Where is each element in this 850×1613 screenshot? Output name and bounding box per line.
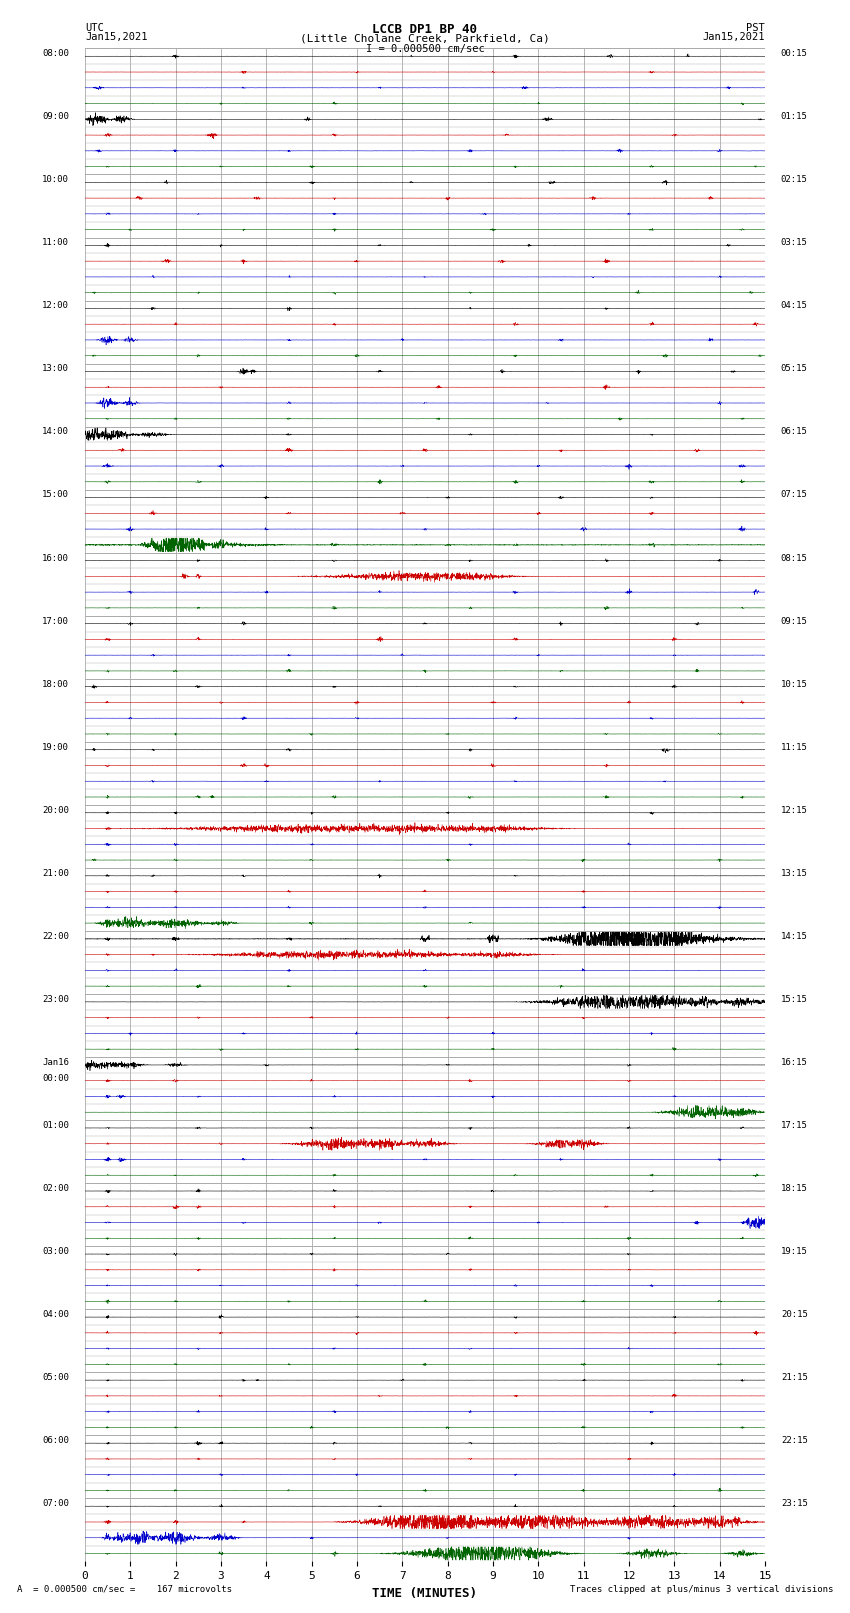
Text: 06:15: 06:15 (781, 427, 807, 437)
Text: 22:00: 22:00 (42, 932, 69, 940)
Text: PST: PST (746, 24, 765, 34)
Text: 05:15: 05:15 (781, 365, 807, 373)
Text: UTC: UTC (85, 24, 104, 34)
Text: 17:15: 17:15 (781, 1121, 807, 1129)
Text: 12:15: 12:15 (781, 805, 807, 815)
Text: Jan15,2021: Jan15,2021 (85, 32, 148, 42)
Text: 03:15: 03:15 (781, 239, 807, 247)
Text: 15:15: 15:15 (781, 995, 807, 1003)
Text: Traces clipped at plus/minus 3 vertical divisions: Traces clipped at plus/minus 3 vertical … (570, 1584, 833, 1594)
Text: 04:00: 04:00 (42, 1310, 69, 1319)
Text: 09:15: 09:15 (781, 616, 807, 626)
Text: 23:00: 23:00 (42, 995, 69, 1003)
Text: 21:15: 21:15 (781, 1373, 807, 1382)
Text: 18:15: 18:15 (781, 1184, 807, 1194)
Text: 07:15: 07:15 (781, 490, 807, 500)
Text: LCCB DP1 BP 40: LCCB DP1 BP 40 (372, 24, 478, 37)
Text: A  = 0.000500 cm/sec =    167 microvolts: A = 0.000500 cm/sec = 167 microvolts (17, 1584, 232, 1594)
Text: Jan16: Jan16 (42, 1058, 69, 1066)
Text: 22:15: 22:15 (781, 1436, 807, 1445)
Text: 23:15: 23:15 (781, 1498, 807, 1508)
Text: (Little Cholane Creek, Parkfield, Ca): (Little Cholane Creek, Parkfield, Ca) (300, 34, 550, 44)
Text: 10:15: 10:15 (781, 679, 807, 689)
Text: 17:00: 17:00 (42, 616, 69, 626)
Text: 02:00: 02:00 (42, 1184, 69, 1194)
Text: 01:00: 01:00 (42, 1121, 69, 1129)
Text: 20:15: 20:15 (781, 1310, 807, 1319)
Text: 16:00: 16:00 (42, 553, 69, 563)
Text: 08:00: 08:00 (42, 48, 69, 58)
Text: 11:00: 11:00 (42, 239, 69, 247)
Text: 11:15: 11:15 (781, 742, 807, 752)
X-axis label: TIME (MINUTES): TIME (MINUTES) (372, 1587, 478, 1600)
Text: 00:00: 00:00 (42, 1074, 69, 1082)
Text: 15:00: 15:00 (42, 490, 69, 500)
Text: Jan15,2021: Jan15,2021 (702, 32, 765, 42)
Text: I = 0.000500 cm/sec: I = 0.000500 cm/sec (366, 44, 484, 53)
Text: 12:00: 12:00 (42, 302, 69, 310)
Text: 21:00: 21:00 (42, 869, 69, 877)
Text: 19:15: 19:15 (781, 1247, 807, 1257)
Text: 06:00: 06:00 (42, 1436, 69, 1445)
Text: 13:15: 13:15 (781, 869, 807, 877)
Text: 01:15: 01:15 (781, 113, 807, 121)
Text: 05:00: 05:00 (42, 1373, 69, 1382)
Text: 19:00: 19:00 (42, 742, 69, 752)
Text: 20:00: 20:00 (42, 805, 69, 815)
Text: 03:00: 03:00 (42, 1247, 69, 1257)
Text: 13:00: 13:00 (42, 365, 69, 373)
Text: 14:15: 14:15 (781, 932, 807, 940)
Text: 09:00: 09:00 (42, 113, 69, 121)
Text: 18:00: 18:00 (42, 679, 69, 689)
Text: 04:15: 04:15 (781, 302, 807, 310)
Text: 10:00: 10:00 (42, 176, 69, 184)
Text: 07:00: 07:00 (42, 1498, 69, 1508)
Text: 00:15: 00:15 (781, 48, 807, 58)
Text: 02:15: 02:15 (781, 176, 807, 184)
Text: 08:15: 08:15 (781, 553, 807, 563)
Text: 14:00: 14:00 (42, 427, 69, 437)
Text: 16:15: 16:15 (781, 1058, 807, 1066)
